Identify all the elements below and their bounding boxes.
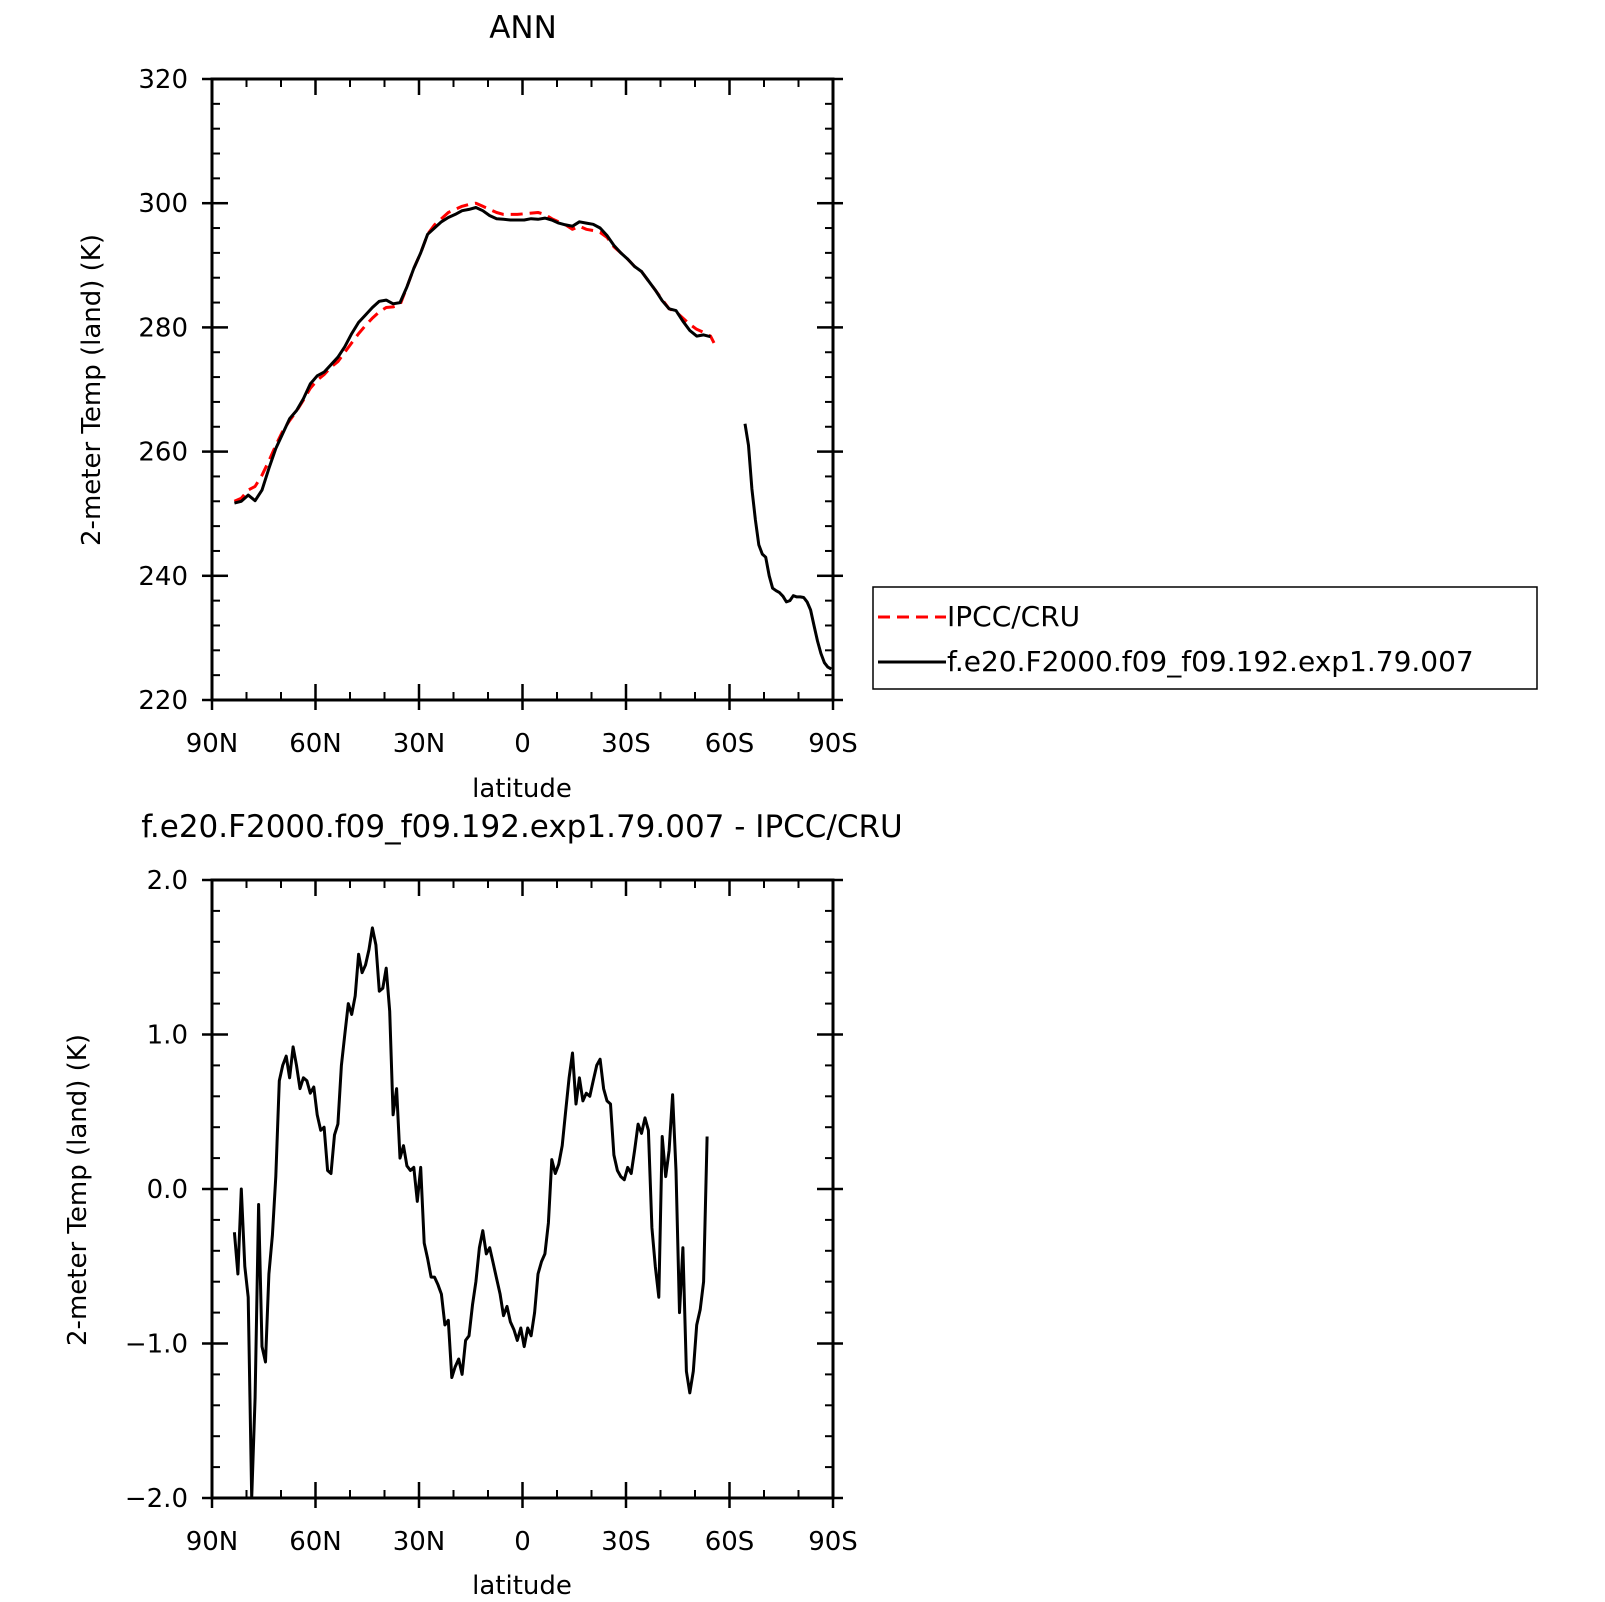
x-tick-label: 30N <box>393 729 446 759</box>
top-chart-title: ANN <box>489 10 557 46</box>
top-plot-frame <box>210 77 835 702</box>
series-line-f-e20-f2000-f09-f09-192-exp1-79-007 <box>234 206 711 505</box>
top-y-axis-label: 2-meter Temp (land) (K) <box>77 234 107 546</box>
y-tick-label: 240 <box>138 562 188 592</box>
x-tick-label: 90S <box>808 729 858 759</box>
legend: IPCC/CRU f.e20.F2000.f09_f09.192.exp1.79… <box>872 586 1538 690</box>
bottom-x-tick-labels: 90N 60N 30N 0 30S 60S 90S <box>186 1527 858 1557</box>
top-chart: ANN 90N 60N 30N 0 30S 60S 90S 220 240 260 280 300 3… <box>77 10 1538 804</box>
y-tick-label: −1.0 <box>125 1330 188 1360</box>
top-chart-ticks <box>202 77 843 710</box>
y-tick-label: 280 <box>138 313 188 343</box>
x-tick-label: 60N <box>289 729 342 759</box>
x-tick-label: 60N <box>289 1527 342 1557</box>
x-tick-label: 0 <box>514 1527 531 1557</box>
x-tick-label: 60S <box>705 729 755 759</box>
top-y-tick-labels: 220 240 260 280 300 320 <box>138 65 188 716</box>
x-tick-label: 30S <box>601 1527 651 1557</box>
y-tick-label: 2.0 <box>147 866 188 896</box>
x-tick-label: 90S <box>808 1527 858 1557</box>
y-tick-label: 320 <box>138 65 188 95</box>
bottom-plot-frame <box>210 878 835 1500</box>
bottom-y-axis-label: 2-meter Temp (land) (K) <box>63 1034 93 1346</box>
bottom-chart-ticks <box>202 878 843 1508</box>
y-tick-label: −2.0 <box>125 1484 188 1514</box>
y-tick-label: 260 <box>138 438 188 468</box>
series-line-difference <box>232 926 709 1500</box>
x-tick-label: 60S <box>705 1527 755 1557</box>
legend-label-model: f.e20.F2000.f09_f09.192.exp1.79.007 <box>947 645 1474 678</box>
series-line-f-e20-f2000-f09-f09-192-exp1-79-007 <box>743 423 833 671</box>
x-tick-label: 90N <box>186 1527 239 1557</box>
y-tick-label: 220 <box>138 686 188 716</box>
y-tick-label: 0.0 <box>147 1175 188 1205</box>
bottom-x-axis-label: latitude <box>472 1571 572 1601</box>
x-tick-label: 0 <box>514 729 531 759</box>
legend-label-ipcc-cru: IPCC/CRU <box>947 600 1080 633</box>
x-tick-label: 30N <box>393 1527 446 1557</box>
x-tick-label: 30S <box>601 729 651 759</box>
series-line-ipcc-cru <box>233 201 716 503</box>
y-tick-label: 300 <box>138 189 188 219</box>
x-tick-label: 90N <box>186 729 239 759</box>
y-tick-label: 1.0 <box>147 1021 188 1051</box>
bottom-chart-title: f.e20.F2000.f09_f09.192.exp1.79.007 - IP… <box>141 809 903 845</box>
top-x-tick-labels: 90N 60N 30N 0 30S 60S 90S <box>186 729 858 759</box>
bottom-chart: f.e20.F2000.f09_f09.192.exp1.79.007 - IP… <box>63 809 903 1601</box>
legend-box <box>872 586 1538 690</box>
top-x-axis-label: latitude <box>472 774 572 804</box>
top-chart-series <box>233 201 833 671</box>
bottom-chart-series <box>232 926 709 1500</box>
bottom-y-tick-labels: −2.0 −1.0 0.0 1.0 2.0 <box>125 866 188 1514</box>
